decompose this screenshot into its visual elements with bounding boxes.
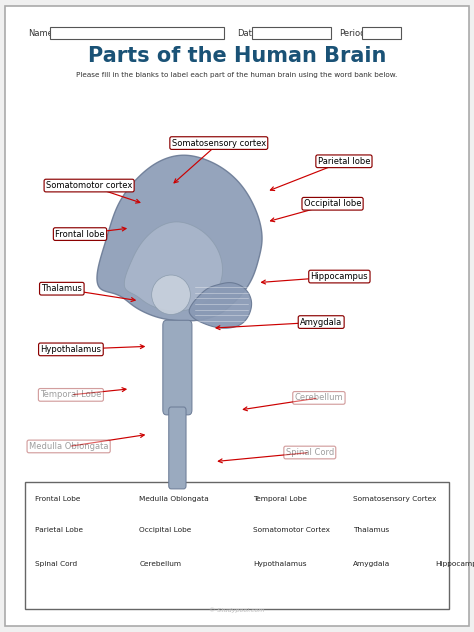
FancyBboxPatch shape	[163, 320, 192, 415]
Text: Please fill in the blanks to label each part of the human brain using the word b: Please fill in the blanks to label each …	[76, 71, 398, 78]
Text: Temporal Lobe: Temporal Lobe	[253, 496, 307, 502]
Text: Hippocampus: Hippocampus	[310, 272, 368, 281]
Text: Somatomotor Cortex: Somatomotor Cortex	[253, 526, 330, 533]
Text: Cerebellum: Cerebellum	[139, 561, 181, 566]
Text: Amygdala: Amygdala	[300, 317, 342, 327]
Text: Medulla Oblongata: Medulla Oblongata	[29, 442, 109, 451]
PathPatch shape	[97, 155, 262, 321]
Text: Occipital lobe: Occipital lobe	[304, 199, 361, 209]
Text: Amygdala: Amygdala	[353, 561, 390, 566]
Text: Parts of the Human Brain: Parts of the Human Brain	[88, 46, 386, 66]
FancyBboxPatch shape	[50, 27, 224, 39]
Text: Hippocampus: Hippocampus	[435, 561, 474, 566]
Text: Type Here: Type Here	[55, 29, 100, 38]
Text: Occipital Lobe: Occipital Lobe	[139, 526, 191, 533]
Text: Period:: Period:	[339, 29, 369, 38]
Text: Thalamus: Thalamus	[41, 284, 82, 293]
Text: Cerebellum: Cerebellum	[295, 393, 343, 403]
Text: Parietal lobe: Parietal lobe	[318, 157, 370, 166]
Text: Spinal Cord: Spinal Cord	[286, 448, 334, 457]
FancyBboxPatch shape	[169, 407, 186, 489]
Text: Hypothalamus: Hypothalamus	[253, 561, 306, 566]
Text: Date:: Date:	[237, 29, 260, 38]
FancyBboxPatch shape	[253, 27, 331, 39]
Text: Parietal Lobe: Parietal Lobe	[35, 526, 82, 533]
Text: Spinal Cord: Spinal Cord	[35, 561, 77, 566]
FancyBboxPatch shape	[362, 27, 401, 39]
Text: Frontal lobe: Frontal lobe	[55, 229, 105, 239]
PathPatch shape	[189, 283, 252, 328]
Text: Medulla Oblongata: Medulla Oblongata	[139, 496, 209, 502]
Text: Thalamus: Thalamus	[353, 526, 389, 533]
Text: © Studypool.com: © Studypool.com	[210, 607, 264, 613]
Text: Name:: Name:	[27, 29, 55, 38]
Text: Somatosensory Cortex: Somatosensory Cortex	[353, 496, 437, 502]
Text: Somatomotor cortex: Somatomotor cortex	[46, 181, 132, 190]
PathPatch shape	[124, 222, 222, 311]
Text: Temporal Lobe: Temporal Lobe	[40, 391, 101, 399]
FancyBboxPatch shape	[26, 482, 448, 609]
Ellipse shape	[152, 275, 191, 315]
Text: Frontal Lobe: Frontal Lobe	[35, 496, 80, 502]
Text: Somatosensory cortex: Somatosensory cortex	[172, 138, 266, 148]
Text: Hypothalamus: Hypothalamus	[40, 345, 101, 354]
